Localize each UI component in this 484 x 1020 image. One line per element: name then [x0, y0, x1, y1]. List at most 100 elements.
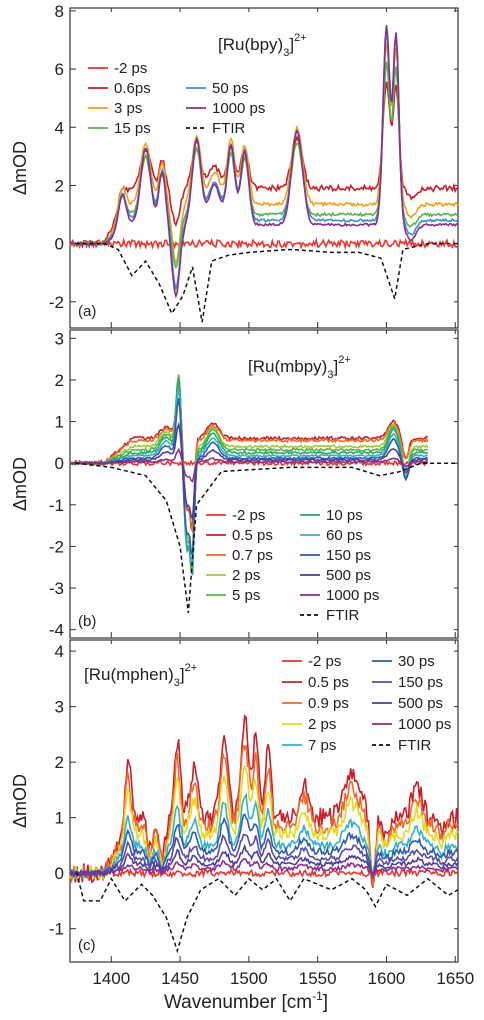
- compound-label: [Ru(mphen)3]2+: [84, 662, 197, 689]
- y-axis-label: ΔmOD: [10, 457, 30, 511]
- series-line-2: [69, 744, 459, 887]
- series-line-2: [69, 385, 429, 534]
- legend-label: 500 ps: [326, 567, 371, 584]
- panel-label: (b): [78, 613, 96, 630]
- legend-label: FTIR: [326, 607, 359, 624]
- series-line-ftir: [75, 872, 459, 954]
- legend-item: 5 ps: [206, 587, 260, 604]
- y-tick-label: 2: [55, 371, 64, 390]
- legend-label: 150 ps: [398, 674, 443, 691]
- compound-label: [Ru(bpy)3]2+: [218, 32, 307, 59]
- x-tick-label: 1650: [436, 969, 474, 988]
- y-tick-label: -2: [49, 537, 64, 556]
- series-line-3: [70, 375, 429, 564]
- series-line-0: [69, 237, 459, 251]
- legend-item: 0.5 ps: [282, 674, 349, 691]
- compound-label: [Ru(mbpy)3]2+: [248, 354, 351, 381]
- legend-item: 1000 ps: [186, 100, 265, 117]
- legend-label: -2 ps: [232, 507, 265, 524]
- legend-label: 0.5 ps: [308, 674, 349, 691]
- legend-item: 3 ps: [88, 100, 142, 117]
- series-line-0: [69, 866, 459, 880]
- legend-item: FTIR: [372, 737, 431, 754]
- series-line-3: [69, 765, 459, 881]
- series-line-7: [69, 843, 459, 877]
- legend-item: 150 ps: [372, 674, 443, 691]
- legend-item: -2 ps: [88, 60, 147, 77]
- panel-0: -2 0 2 4 6 8 ΔmOD (a) [Ru(bpy)3]2+ -2 ps 0.6ps 3 ps…: [10, 2, 459, 329]
- y-tick-label: -1: [49, 496, 64, 515]
- legend-label: 0.9 ps: [308, 695, 349, 712]
- y-tick-label: 1: [55, 413, 64, 432]
- series-line-5: [69, 377, 428, 576]
- y-tick-label: 8: [55, 2, 64, 21]
- y-tick-label: 3: [55, 329, 64, 348]
- y-tick-label: 2: [55, 176, 64, 195]
- y-tick-label: -4: [49, 621, 64, 640]
- legend-label: 0.5 ps: [232, 527, 273, 544]
- legend-label: 10 ps: [326, 507, 363, 524]
- series-line-8: [69, 858, 459, 878]
- legend-item: 0.9 ps: [282, 695, 349, 712]
- series-line-7: [69, 398, 429, 558]
- y-axis-label: ΔmOD: [10, 141, 30, 195]
- legend-label: 30 ps: [398, 653, 435, 670]
- y-axis-label: ΔmOD: [10, 774, 30, 828]
- legend-item: 50 ps: [186, 80, 249, 97]
- legend-item: 1000 ps: [372, 716, 451, 733]
- series-line-ftir: [75, 462, 458, 614]
- legend-label: 0.7 ps: [232, 547, 273, 564]
- x-axis-label: Wavenumber [cm-1]: [164, 989, 328, 1013]
- x-axis-label-tail: ]: [323, 992, 328, 1013]
- legend-label: 2 ps: [308, 716, 336, 733]
- legend-item: FTIR: [186, 120, 245, 137]
- legend-item: 0.7 ps: [206, 547, 273, 564]
- legend: -2 ps 0.5 ps 0.9 ps 2 ps 7 ps 30 ps 150 ps 500 …: [282, 653, 451, 754]
- plot-frame: [69, 329, 459, 639]
- legend-item: 2 ps: [206, 567, 260, 584]
- legend-item: 30 ps: [372, 653, 435, 670]
- legend-item: 1000 ps: [300, 587, 379, 604]
- legend-item: 60 ps: [300, 527, 363, 544]
- panel-2: -1 0 1 2 3 4 1400 1450 1500 1550 1600 1650 ΔmOD (c) [R…: [10, 639, 474, 988]
- legend-label: FTIR: [212, 120, 245, 137]
- legend-item: 2 ps: [282, 716, 336, 733]
- x-axis-label-sup: -1: [312, 989, 323, 1003]
- x-tick-label: 1400: [92, 969, 130, 988]
- y-tick-label: 0: [55, 454, 64, 473]
- series-line-5: [69, 813, 459, 879]
- legend-item: 10 ps: [300, 507, 363, 524]
- legend: -2 ps 0.6ps 3 ps 15 ps 50 ps 1000 ps FTIR: [88, 60, 265, 137]
- series-line-1: [69, 714, 459, 888]
- legend-label: 500 ps: [398, 695, 443, 712]
- y-tick-label: 2: [55, 753, 64, 772]
- series-line-6: [69, 833, 459, 881]
- series-line-6: [69, 388, 428, 566]
- legend-label: 15 ps: [114, 120, 151, 137]
- series-line-3: [69, 61, 459, 270]
- y-tick-label: -1: [49, 920, 64, 939]
- x-tick-label: 1500: [230, 969, 268, 988]
- y-tick-label: -2: [49, 293, 64, 312]
- y-tick-label: 1: [55, 809, 64, 828]
- legend-label: 2 ps: [232, 567, 260, 584]
- legend-item: 0.5 ps: [206, 527, 273, 544]
- legend-item: -2 ps: [282, 653, 341, 670]
- legend-item: FTIR: [300, 607, 359, 624]
- legend-label: 7 ps: [308, 737, 336, 754]
- x-tick-label: 1450: [161, 969, 199, 988]
- legend-label: 1000 ps: [398, 716, 451, 733]
- panel-1: -4 -3 -2 -1 0 1 2 3 ΔmOD (b) [Ru(mbpy)3]2+ -2 ps 0.5…: [10, 329, 459, 640]
- x-tick-label: 1600: [368, 969, 406, 988]
- legend-item: 15 ps: [88, 120, 151, 137]
- panel-label: (c): [78, 937, 96, 954]
- legend-item: 7 ps: [282, 737, 336, 754]
- legend-label: 1000 ps: [212, 100, 265, 117]
- y-tick-label: 4: [55, 642, 64, 661]
- legend-label: -2 ps: [308, 653, 341, 670]
- y-tick-label: 0: [55, 864, 64, 883]
- legend-label: 1000 ps: [326, 587, 379, 604]
- legend-label: FTIR: [398, 737, 431, 754]
- legend-label: 50 ps: [212, 80, 249, 97]
